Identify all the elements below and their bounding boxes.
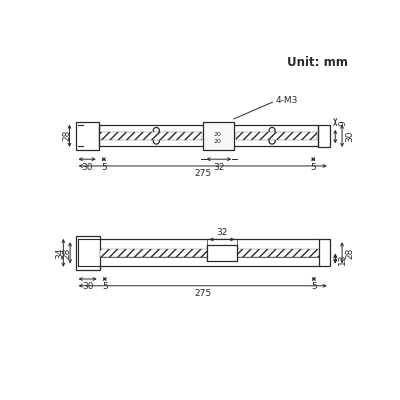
- Text: 30: 30: [345, 130, 354, 142]
- Text: 5: 5: [102, 282, 108, 291]
- Bar: [76, 122, 99, 150]
- Text: 28: 28: [62, 130, 72, 142]
- Text: 34: 34: [56, 247, 65, 258]
- Text: 20: 20: [213, 138, 221, 144]
- Circle shape: [225, 128, 228, 131]
- Text: 28: 28: [345, 247, 354, 258]
- Bar: [76, 236, 100, 270]
- Text: 9: 9: [338, 120, 347, 126]
- Text: 20: 20: [213, 132, 221, 137]
- Text: 5: 5: [101, 162, 107, 172]
- Circle shape: [210, 141, 212, 143]
- Text: 5: 5: [311, 282, 317, 291]
- Text: Unit: mm: Unit: mm: [287, 56, 348, 69]
- Bar: [204, 122, 234, 150]
- Text: 4-M3: 4-M3: [276, 96, 298, 105]
- Bar: [318, 125, 330, 147]
- Text: 32: 32: [216, 228, 228, 237]
- Bar: [100, 249, 319, 257]
- Text: 275: 275: [194, 289, 211, 298]
- Bar: [236, 132, 317, 140]
- Bar: [99, 125, 318, 146]
- Text: 275: 275: [194, 169, 211, 178]
- Circle shape: [210, 128, 212, 131]
- Text: 32: 32: [213, 162, 224, 172]
- Bar: [319, 239, 330, 266]
- Text: 30: 30: [82, 282, 94, 291]
- Bar: [100, 132, 202, 140]
- Circle shape: [225, 141, 228, 143]
- Text: 28: 28: [62, 247, 72, 258]
- Text: 5: 5: [310, 162, 316, 172]
- Text: 30: 30: [82, 162, 93, 172]
- Bar: [206, 245, 237, 261]
- Text: 13: 13: [338, 253, 347, 264]
